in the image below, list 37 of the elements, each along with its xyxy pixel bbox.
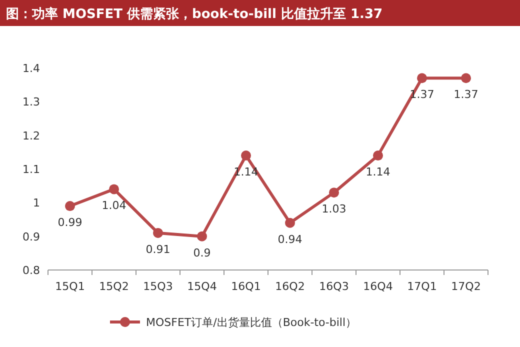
point [329,188,339,198]
point [417,73,427,84]
point [153,228,163,238]
point [65,201,75,212]
data-label: 0.94 [278,232,302,246]
y-tick-label: 0.9 [22,230,40,244]
y-tick-label: 0.8 [22,264,40,277]
x-tick-label: 16Q3 [319,280,349,293]
y-tick-label: 1.3 [22,96,40,109]
x-tick-label: 16Q2 [275,280,305,293]
data-label: 0.9 [193,246,211,260]
data-label: 0.99 [58,216,82,230]
data-label: 1.14 [366,166,390,179]
y-tick-label: 1.2 [22,129,40,142]
x-tick-label: 16Q4 [363,280,393,293]
x-tick-label: 15Q2 [99,280,129,293]
point [461,73,471,84]
data-label: 1.03 [322,202,346,216]
point [109,184,119,194]
y-tick-label: 1.4 [22,62,40,75]
chart-title: 图：功率 MOSFET 供需紧张，book-to-bill 比值拉升至 1.37 [6,6,383,22]
point [241,150,251,161]
point [285,218,295,228]
x-tick-label: 16Q1 [231,280,261,293]
x-tick-label: 15Q4 [187,280,217,293]
y-tick-label: 1 [33,196,40,210]
data-label: 0.91 [146,242,170,256]
y-tick-label: 1.1 [22,163,40,176]
legend-label: MOSFET订单/出货量比值（Book-to-bill） [146,316,357,329]
x-tick-label: 15Q1 [55,280,85,293]
x-tick-label: 17Q2 [451,280,481,293]
data-label: 1.37 [454,88,478,102]
x-tick-label: 15Q3 [143,280,173,293]
point [197,231,207,242]
x-tick-label: 17Q1 [407,280,437,293]
data-label: 1.04 [102,199,126,212]
point [373,150,383,161]
